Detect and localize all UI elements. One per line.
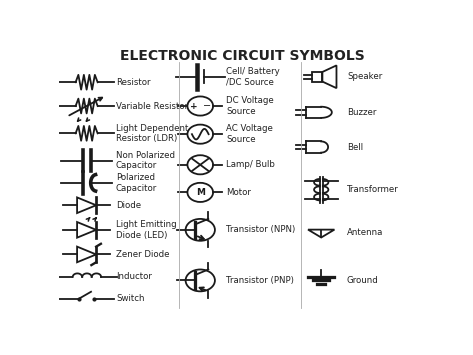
Text: Variable Resistor: Variable Resistor <box>116 102 188 110</box>
Text: Light Dependent
Resistor (LDR): Light Dependent Resistor (LDR) <box>116 124 188 143</box>
Text: AC Voltage
Source: AC Voltage Source <box>226 125 273 144</box>
Text: −: − <box>202 101 211 111</box>
Text: Transistor (PNP): Transistor (PNP) <box>226 276 294 285</box>
Text: Zener Diode: Zener Diode <box>116 250 169 259</box>
Text: Transistor (NPN): Transistor (NPN) <box>226 225 295 234</box>
Text: DC Voltage
Source: DC Voltage Source <box>226 96 274 116</box>
Text: Motor: Motor <box>226 188 251 197</box>
Text: ELECTRONIC CIRCUIT SYMBOLS: ELECTRONIC CIRCUIT SYMBOLS <box>120 49 365 64</box>
Text: Diode: Diode <box>116 201 141 210</box>
Text: Polarized
Capacitor: Polarized Capacitor <box>116 173 157 192</box>
Text: +: + <box>190 102 198 110</box>
Text: Light Emitting
Diode (LED): Light Emitting Diode (LED) <box>116 220 176 240</box>
Text: Non Polarized
Capacitor: Non Polarized Capacitor <box>116 151 175 170</box>
Text: Buzzer: Buzzer <box>347 108 376 117</box>
Text: Ground: Ground <box>347 276 378 285</box>
Text: Bell: Bell <box>347 142 363 152</box>
Text: Speaker: Speaker <box>347 72 382 81</box>
Text: Inductor: Inductor <box>116 272 152 282</box>
Text: Lamp/ Bulb: Lamp/ Bulb <box>226 160 275 169</box>
Text: Cell/ Battery
/DC Source: Cell/ Battery /DC Source <box>226 67 280 87</box>
Text: Antenna: Antenna <box>347 228 383 237</box>
Text: M: M <box>196 188 205 197</box>
Text: Resistor: Resistor <box>116 78 150 87</box>
Text: Transformer: Transformer <box>347 185 399 194</box>
Text: Switch: Switch <box>116 294 144 303</box>
